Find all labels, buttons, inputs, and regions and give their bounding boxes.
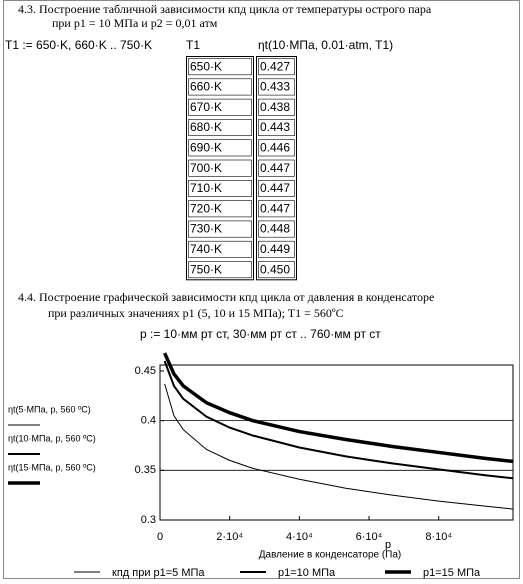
table-cell xyxy=(258,98,295,116)
table-cell xyxy=(258,200,295,218)
table-cell-text: 710·K xyxy=(190,181,222,195)
axis-legend-label: ηt(10·МПа, p, 560 ºC) xyxy=(8,433,96,443)
table-cell-text: 750·K xyxy=(190,262,222,276)
axis-legend-label: ηt(15·МПа, p, 560 ºC) xyxy=(8,462,96,472)
table-cell-text: 700·K xyxy=(190,161,222,175)
series-line xyxy=(163,360,514,480)
table-cell xyxy=(188,139,252,157)
table-header: T1 xyxy=(186,38,200,52)
table-cell-text: 690·K xyxy=(190,141,222,155)
definition: p := 10·мм рт ст, 30·мм рт ст .. 760·мм … xyxy=(140,327,381,341)
table-cell-text: 660·K xyxy=(190,80,222,94)
table-cell-text: 0.449 xyxy=(260,242,290,256)
definition: T1 := 650·K, 660·K .. 750·K xyxy=(5,38,152,52)
table-cell-text: 730·K xyxy=(190,222,222,236)
table-cell-text: 0.427 xyxy=(260,59,290,73)
y-tick-label: 0.45 xyxy=(135,365,156,377)
y-tick-label: 0.3 xyxy=(141,514,156,526)
x-axis-label: p xyxy=(385,539,391,551)
table-column xyxy=(186,56,254,281)
x-tick-label: 4·10⁴ xyxy=(286,531,313,543)
series-line xyxy=(163,352,514,464)
table-cell xyxy=(258,261,295,279)
table-cell-text: 0.448 xyxy=(260,222,290,236)
table-cell-text: 0.447 xyxy=(260,201,290,215)
table-cell-text: 670·K xyxy=(190,100,222,114)
table-cell xyxy=(258,139,295,157)
subheading: при p1 = 10 МПа и p2 = 0,01 атм xyxy=(52,16,218,30)
x-axis-title: Давление в конденсаторе (Па) xyxy=(259,550,402,561)
table-cell-text: 0.450 xyxy=(260,262,290,276)
table-cell xyxy=(188,159,252,177)
table-cell xyxy=(188,200,252,218)
table-cell-text: 680·K xyxy=(190,120,222,134)
table-cell xyxy=(258,180,295,197)
table-cell-text: 0.447 xyxy=(260,161,290,175)
subheading: при различных значениях p1 (5, 10 и 15 М… xyxy=(48,306,344,320)
table-cell-text: 720·K xyxy=(190,201,222,215)
x-tick-label: 6·10⁴ xyxy=(356,531,383,543)
table-cell xyxy=(188,220,252,238)
x-tick-label: 8·10⁴ xyxy=(425,531,452,543)
table-cell xyxy=(188,98,252,116)
table-cell xyxy=(258,119,295,137)
table-cell xyxy=(188,240,252,258)
y-tick-label: 0.35 xyxy=(135,464,156,476)
table-cell xyxy=(188,58,252,76)
table-cell xyxy=(258,159,295,177)
x-tick-label: 0 xyxy=(157,531,163,543)
heading: 4.4. Построение графической зависимости … xyxy=(18,290,434,304)
legend-label: p1=10 МПа xyxy=(278,567,336,579)
table-cell-text: 0.443 xyxy=(260,120,290,134)
legend-label: p1=15 МПа xyxy=(423,567,481,579)
x-tick-label: 2·10⁴ xyxy=(216,531,243,543)
table-cell-text: 650·K xyxy=(190,59,222,73)
table-cell xyxy=(188,261,252,279)
table-cell-text: 0.438 xyxy=(260,100,290,114)
y-tick-label: 0.4 xyxy=(141,415,156,427)
table-cell-text: 0.447 xyxy=(260,181,290,195)
table-cell-text: 0.433 xyxy=(260,80,290,94)
table-cell xyxy=(188,78,252,96)
table-cell-text: 740·K xyxy=(190,242,222,256)
frame xyxy=(3,0,520,579)
table-cell xyxy=(188,180,252,197)
table-column xyxy=(256,56,297,281)
table-cell xyxy=(188,119,252,137)
series-line xyxy=(164,383,514,510)
axis-legend-label: ηt(5·МПа, p, 560 ºC) xyxy=(8,404,91,414)
table-cell xyxy=(258,240,295,258)
legend-label: кпд при p1=5 МПа xyxy=(112,567,205,579)
table-cell xyxy=(258,58,295,76)
heading: 4.3. Построение табличной зависимости кп… xyxy=(18,2,432,16)
table-cell xyxy=(258,78,295,96)
table-header: ηt(10·МПа, 0.01·atm, T1) xyxy=(258,38,393,52)
table-cell xyxy=(258,220,295,238)
plot-frame xyxy=(159,364,514,521)
table-cell-text: 0.446 xyxy=(260,141,290,155)
